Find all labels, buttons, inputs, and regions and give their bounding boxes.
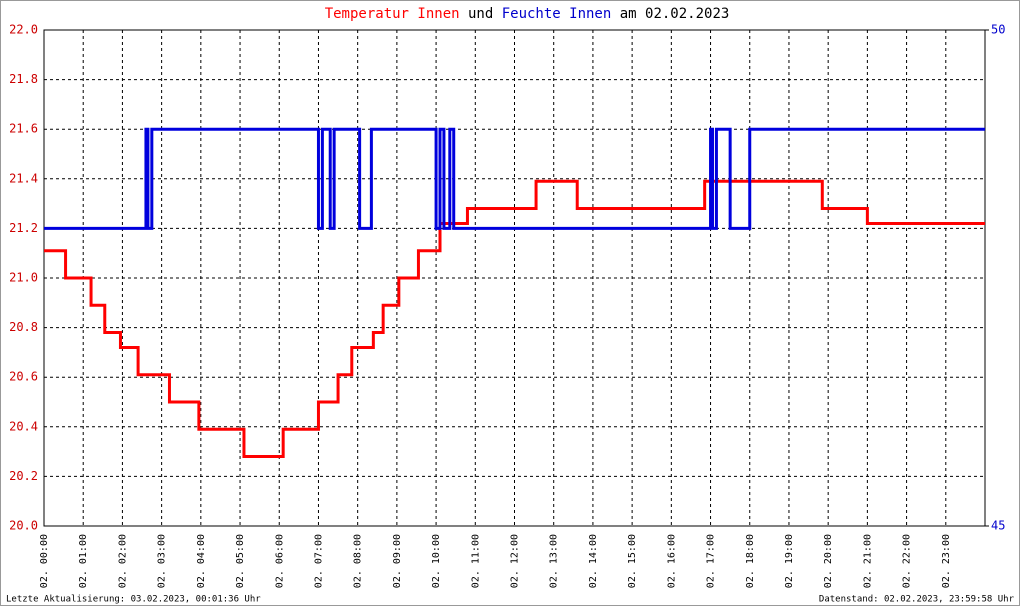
x-tick-label: 02. 02:00 — [117, 534, 128, 588]
x-tick-label: 02. 20:00 — [823, 534, 834, 588]
footer-right: Datenstand: 02.02.2023, 23:59:58 Uhr — [819, 595, 1015, 605]
title-series-2: Feuchte Innen — [502, 6, 612, 22]
x-tick-label: 02. 06:00 — [274, 534, 285, 588]
x-tick-label: 02. 00:00 — [39, 534, 50, 588]
x-tick-label: 02. 21:00 — [862, 534, 873, 588]
y-tick-label: 20.4 — [9, 419, 38, 433]
x-tick-label: 02. 17:00 — [706, 534, 717, 588]
y-tick-label: 21.4 — [9, 171, 38, 185]
x-tick-label: 02. 04:00 — [196, 534, 207, 588]
x-tick-label: 02. 08:00 — [353, 534, 364, 588]
x-tick-label: 02. 07:00 — [313, 534, 324, 588]
x-tick-label: 02. 05:00 — [235, 534, 246, 588]
x-tick-label: 02. 18:00 — [745, 534, 756, 588]
footer-left: Letzte Aktualisierung: 03.02.2023, 00:01… — [6, 595, 261, 605]
x-tick-label: 02. 14:00 — [588, 534, 599, 588]
y-tick-label: 20.0 — [9, 519, 38, 533]
x-tick-label: 02. 16:00 — [666, 534, 677, 588]
title-and: und — [468, 6, 493, 22]
title-series-1: Temperatur Innen — [325, 6, 460, 22]
x-tick-label: 02. 01:00 — [78, 534, 89, 588]
series-line — [44, 179, 985, 459]
x-tick-label: 02. 23:00 — [941, 534, 952, 588]
y-tick-label: 20.8 — [9, 320, 38, 334]
y-tick-label: 22.0 — [9, 23, 38, 37]
x-tick-label: 02. 12:00 — [510, 534, 521, 588]
x-tick-label: 02. 09:00 — [392, 534, 403, 588]
y-tick-label: 21.8 — [9, 72, 38, 86]
x-tick-label: 02. 10:00 — [431, 534, 442, 588]
x-tick-label: 02. 13:00 — [549, 534, 560, 588]
x-tick-label: 02. 03:00 — [157, 534, 168, 588]
title-suffix: am 02.02.2023 — [620, 6, 730, 22]
y-tick-label: 21.6 — [9, 122, 38, 136]
y-tick-label: 20.6 — [9, 370, 38, 384]
x-tick-label: 02. 19:00 — [784, 534, 795, 588]
y-tick-label: 21.0 — [9, 271, 38, 285]
y-tick-label: 21.2 — [9, 221, 38, 235]
series-line — [44, 127, 985, 230]
x-tick-label: 02. 15:00 — [627, 534, 638, 588]
x-tick-label: 02. 22:00 — [902, 534, 913, 588]
y2-tick-label: 45 — [991, 519, 1005, 533]
x-tick-label: 02. 11:00 — [470, 534, 481, 588]
y-tick-label: 20.2 — [9, 469, 38, 483]
y2-tick-label: 50 — [991, 23, 1005, 37]
plot-border — [43, 29, 986, 527]
chart-title: Temperatur Innen und Feuchte Innen am 02… — [325, 6, 730, 22]
